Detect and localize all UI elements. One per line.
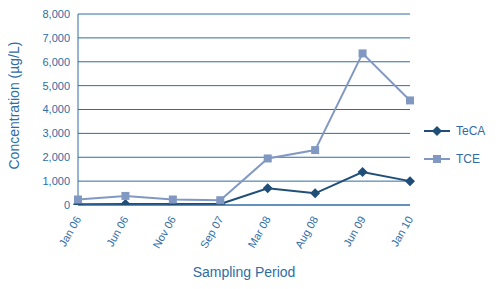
svg-text:4,000: 4,000 — [42, 103, 70, 115]
svg-text:Nov 06: Nov 06 — [150, 214, 178, 250]
svg-text:6,000: 6,000 — [42, 56, 70, 68]
svg-text:2,000: 2,000 — [42, 151, 70, 163]
svg-text:0: 0 — [64, 199, 70, 211]
svg-text:Mar 08: Mar 08 — [245, 214, 273, 250]
svg-text:7,000: 7,000 — [42, 32, 70, 44]
svg-text:Jan 06: Jan 06 — [56, 214, 83, 249]
svg-text:Concentration (µg/L): Concentration (µg/L) — [8, 42, 22, 170]
svg-text:5,000: 5,000 — [42, 80, 70, 92]
svg-text:Jun 06: Jun 06 — [104, 214, 131, 249]
svg-text:Sampling Period: Sampling Period — [193, 264, 296, 280]
html-text:TeCA: TeCA — [456, 123, 486, 138]
svg-text:Aug 08: Aug 08 — [293, 214, 321, 250]
svg-text:Jan 10: Jan 10 — [388, 214, 415, 249]
svg-text:Jun 09: Jun 09 — [341, 214, 368, 249]
svg-text:8,000: 8,000 — [42, 8, 70, 20]
svg-text:3,000: 3,000 — [42, 127, 70, 139]
svg-text:1,000: 1,000 — [42, 175, 70, 187]
svg-text:Sep 07: Sep 07 — [198, 214, 226, 250]
html-text:TCE: TCE — [456, 151, 480, 166]
